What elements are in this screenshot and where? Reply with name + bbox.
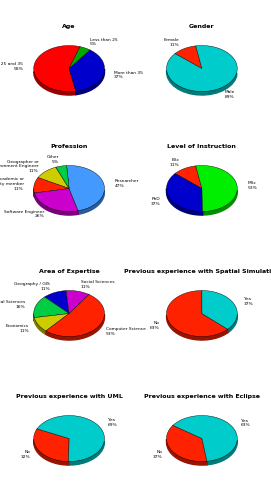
Text: Male
89%: Male 89% — [225, 90, 235, 99]
Text: Yes
63%: Yes 63% — [241, 418, 251, 427]
Polygon shape — [34, 429, 69, 462]
Text: Geographer or
Environment Engineer
11%: Geographer or Environment Engineer 11% — [0, 160, 38, 173]
Text: Female
11%: Female 11% — [163, 38, 179, 47]
Text: Yes
37%: Yes 37% — [244, 298, 254, 306]
Text: Other
5%: Other 5% — [46, 155, 59, 164]
Polygon shape — [46, 314, 104, 340]
Polygon shape — [34, 46, 80, 92]
Text: MSc
53%: MSc 53% — [248, 182, 257, 190]
Polygon shape — [34, 440, 69, 465]
Polygon shape — [166, 174, 202, 212]
Text: Researcher
47%: Researcher 47% — [114, 180, 139, 188]
Polygon shape — [34, 318, 46, 334]
Text: No
37%: No 37% — [153, 450, 163, 458]
Polygon shape — [175, 166, 202, 188]
Text: Economics
11%: Economics 11% — [6, 324, 29, 332]
Text: Between 25 and 35
58%: Between 25 and 35 58% — [0, 62, 23, 71]
Text: No
32%: No 32% — [21, 450, 30, 458]
Text: Less than 25
5%: Less than 25 5% — [90, 38, 118, 46]
Polygon shape — [166, 46, 237, 92]
Polygon shape — [67, 166, 105, 211]
Text: Software Engineer
26%: Software Engineer 26% — [5, 210, 45, 218]
Polygon shape — [69, 46, 90, 68]
Text: Academic or
Faculty member
11%: Academic or Faculty member 11% — [0, 178, 24, 190]
Polygon shape — [34, 72, 76, 95]
Polygon shape — [69, 50, 105, 91]
Title: Previous experience with UML: Previous experience with UML — [16, 394, 122, 399]
Polygon shape — [34, 193, 78, 215]
Text: Social Sciences
11%: Social Sciences 11% — [80, 280, 114, 289]
Title: Previous experience with Spatial Simulation: Previous experience with Spatial Simulat… — [124, 269, 271, 274]
Polygon shape — [34, 188, 78, 212]
Text: Computer Science
53%: Computer Science 53% — [106, 328, 146, 336]
Polygon shape — [228, 314, 237, 333]
Title: Area of Expertise: Area of Expertise — [39, 269, 99, 274]
Text: Yes
69%: Yes 69% — [108, 418, 118, 427]
Polygon shape — [196, 166, 237, 212]
Polygon shape — [173, 416, 237, 462]
Text: Environmental Sciences
16%: Environmental Sciences 16% — [0, 300, 25, 308]
Polygon shape — [207, 440, 237, 465]
Polygon shape — [175, 46, 202, 68]
Polygon shape — [38, 167, 69, 188]
Polygon shape — [166, 426, 207, 462]
Polygon shape — [34, 297, 69, 318]
Polygon shape — [56, 166, 69, 188]
Polygon shape — [37, 416, 105, 462]
Polygon shape — [167, 439, 207, 465]
Title: Level of Instruction: Level of Instruction — [167, 144, 236, 149]
Text: No
63%: No 63% — [150, 321, 160, 330]
Text: More than 35
37%: More than 35 37% — [114, 71, 143, 80]
Polygon shape — [46, 294, 105, 337]
Title: Age: Age — [62, 24, 76, 29]
Text: BSc
11%: BSc 11% — [170, 158, 179, 167]
Polygon shape — [167, 315, 228, 340]
Polygon shape — [167, 70, 237, 95]
Text: PhD
37%: PhD 37% — [151, 197, 160, 205]
Polygon shape — [76, 69, 105, 94]
Polygon shape — [69, 441, 104, 465]
Title: Profession: Profession — [50, 144, 88, 149]
Polygon shape — [167, 290, 228, 337]
Polygon shape — [166, 188, 202, 215]
Polygon shape — [34, 178, 69, 193]
Polygon shape — [202, 290, 237, 330]
Polygon shape — [45, 290, 69, 314]
Text: Geography / GIS
11%: Geography / GIS 11% — [14, 282, 50, 290]
Title: Gender: Gender — [189, 24, 215, 29]
Polygon shape — [66, 290, 89, 314]
Polygon shape — [78, 190, 104, 214]
Polygon shape — [34, 314, 69, 331]
Title: Previous experience with Eclipse: Previous experience with Eclipse — [144, 394, 260, 399]
Polygon shape — [202, 190, 237, 215]
